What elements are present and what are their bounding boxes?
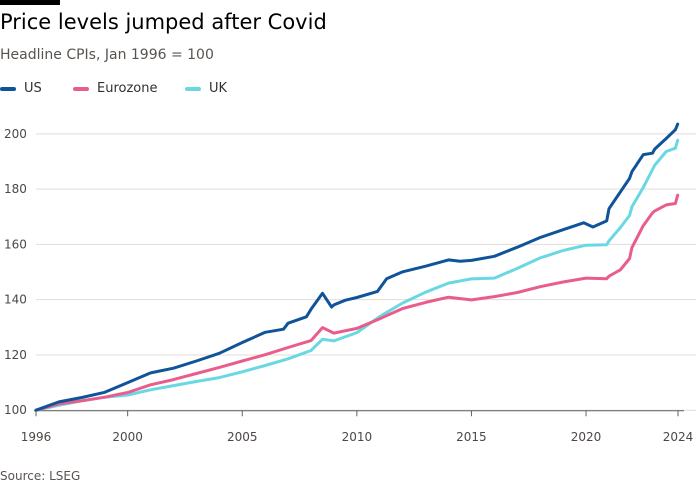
chart-subtitle: Headline CPIs, Jan 1996 = 100 (0, 47, 214, 63)
legend-swatch-us (0, 87, 16, 91)
x-tick-label-2010: 2010 (342, 430, 373, 444)
x-tick-label-2000: 2000 (112, 430, 143, 444)
series-line-us (34, 122, 680, 412)
source-note: Source: LSEG (0, 469, 81, 483)
legend-swatch-eurozone (73, 87, 89, 91)
y-tick-label-200: 200 (4, 127, 27, 141)
y-tick-label-140: 140 (4, 293, 27, 307)
legend-label-uk: UK (209, 81, 228, 96)
series-line-eurozone (34, 193, 680, 412)
series-line-uk (34, 138, 680, 412)
y-tick-label-180: 180 (4, 182, 27, 196)
x-tick-label-2020: 2020 (571, 430, 602, 444)
y-tick-label-120: 120 (4, 348, 27, 362)
x-tick-label-2024: 2024 (663, 430, 694, 444)
legend-label-us: US (24, 81, 42, 96)
x-tick-label-1996: 1996 (21, 430, 52, 444)
chart-title: Price levels jumped after Covid (0, 10, 327, 34)
y-tick-label-100: 100 (4, 403, 27, 417)
legend-label-eurozone: Eurozone (97, 81, 158, 96)
legend-swatch-uk (185, 87, 201, 91)
x-tick-label-2015: 2015 (456, 430, 487, 444)
header-accent-bar (0, 0, 60, 5)
y-tick-label-160: 160 (4, 237, 27, 251)
x-tick-label-2005: 2005 (227, 430, 258, 444)
